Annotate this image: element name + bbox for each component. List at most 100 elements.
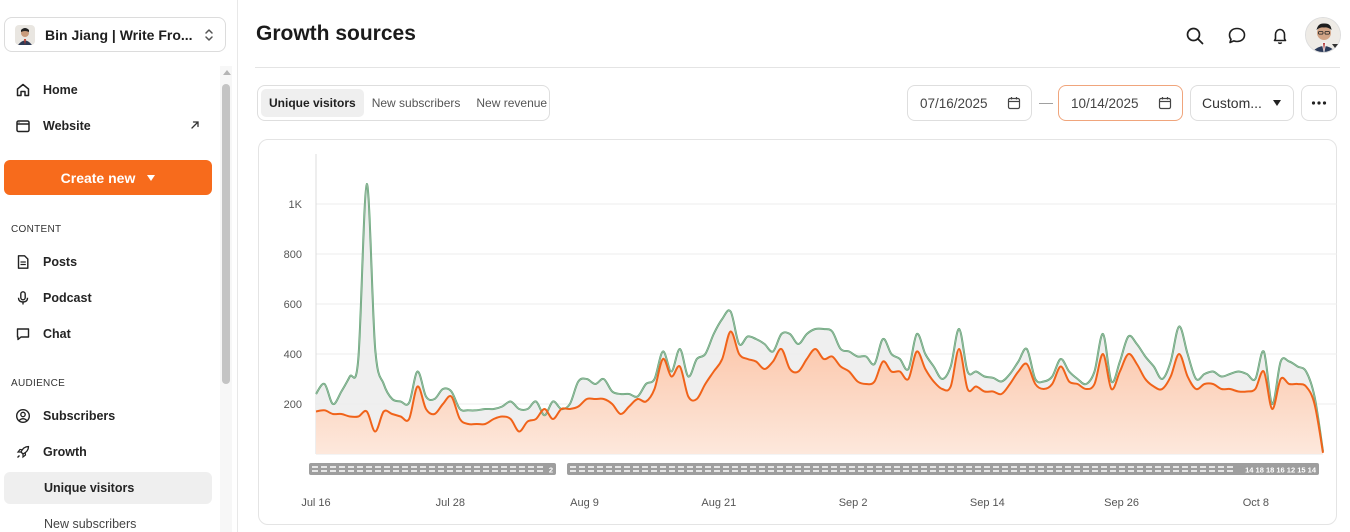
sidebar-item-growth[interactable]: Growth bbox=[4, 436, 212, 468]
annotation-marker bbox=[714, 470, 720, 472]
annotation-marker bbox=[447, 466, 453, 468]
sidebar-item-home[interactable]: Home bbox=[4, 74, 212, 106]
annotation-marker bbox=[885, 466, 891, 468]
publication-switcher[interactable]: Bin Jiang | Write Fro... bbox=[4, 17, 226, 52]
annotation-marker bbox=[1164, 466, 1170, 468]
sidebar-item-label: New subscribers bbox=[44, 517, 137, 531]
sidebar: Bin Jiang | Write Fro... Home Website Cr… bbox=[0, 0, 238, 532]
annotation-marker bbox=[633, 466, 639, 468]
annotation-marker bbox=[714, 466, 720, 468]
annotation-marker bbox=[840, 470, 846, 472]
annotation-marker bbox=[1074, 470, 1080, 472]
date-preset-select[interactable]: Custom... bbox=[1190, 85, 1294, 121]
sidebar-item-chat[interactable]: Chat bbox=[4, 318, 212, 350]
annotation-marker bbox=[921, 470, 927, 472]
growth-chart-card: 200 400 600 800 1K 2 14 18 18 16 12 15 14 Jul 1… bbox=[258, 139, 1337, 525]
annotation-marker bbox=[519, 466, 525, 468]
chat-bubble-icon bbox=[14, 325, 32, 343]
sidebar-item-label: Chat bbox=[43, 327, 71, 341]
annotation-marker bbox=[966, 470, 972, 472]
user-circle-icon bbox=[14, 407, 32, 425]
annotation-marker bbox=[420, 466, 426, 468]
annotation-marker bbox=[1200, 470, 1206, 472]
sidebar-item-label: Subscribers bbox=[43, 409, 116, 423]
annotation-label: 14 18 18 16 12 15 14 bbox=[1245, 466, 1317, 475]
annotation-marker bbox=[1209, 466, 1215, 468]
tab-new-revenue[interactable]: New revenue bbox=[476, 96, 548, 110]
annotation-marker bbox=[570, 470, 576, 472]
calendar-icon bbox=[1158, 97, 1172, 110]
y-tick-label: 1K bbox=[289, 199, 303, 211]
annotation-marker bbox=[750, 466, 756, 468]
growth-chart[interactable]: 200 400 600 800 1K 2 14 18 18 16 12 15 14 Jul 1… bbox=[259, 140, 1338, 526]
sidebar-item-unique-visitors[interactable]: Unique visitors bbox=[4, 472, 212, 504]
sidebar-item-podcast[interactable]: Podcast bbox=[4, 282, 212, 314]
annotation-marker bbox=[948, 466, 954, 468]
annotation-marker bbox=[606, 466, 612, 468]
page-title: Growth sources bbox=[256, 22, 416, 45]
publication-name: Bin Jiang | Write Fro... bbox=[45, 26, 193, 43]
annotation-marker bbox=[384, 466, 390, 468]
annotation-marker bbox=[687, 470, 693, 472]
sidebar-scrollbar-thumb[interactable] bbox=[222, 84, 230, 384]
tab-new-subscribers[interactable]: New subscribers bbox=[371, 96, 461, 110]
annotation-marker bbox=[1218, 466, 1224, 468]
sidebar-item-website[interactable]: Website bbox=[4, 110, 212, 142]
annotation-label: 2 bbox=[549, 466, 553, 475]
annotation-marker bbox=[1056, 466, 1062, 468]
total-visitors-line-highlight bbox=[315, 183, 1324, 452]
user-avatar[interactable] bbox=[1305, 17, 1341, 53]
annotation-marker bbox=[501, 466, 507, 468]
annotation-marker bbox=[1038, 466, 1044, 468]
annotation-marker bbox=[624, 466, 630, 468]
sidebar-item-subscribers[interactable]: Subscribers bbox=[4, 400, 212, 432]
annotation-marker bbox=[1182, 466, 1188, 468]
annotation-marker bbox=[993, 466, 999, 468]
tab-unique-visitors[interactable]: Unique visitors bbox=[261, 89, 364, 117]
sidebar-item-label: Website bbox=[43, 119, 91, 133]
annotation-marker bbox=[1155, 466, 1161, 468]
annotation-marker bbox=[1038, 470, 1044, 472]
sidebar-item-new-subscribers[interactable]: New subscribers bbox=[4, 508, 212, 532]
main-source-line bbox=[315, 330, 1324, 453]
annotation-marker bbox=[966, 466, 972, 468]
annotation-marker bbox=[822, 466, 828, 468]
annotation-marker bbox=[732, 466, 738, 468]
scroll-up-arrow-icon[interactable] bbox=[223, 70, 231, 75]
annotation-marker bbox=[813, 470, 819, 472]
annotation-marker bbox=[348, 466, 354, 468]
end-date-input[interactable]: 10/14/2025 bbox=[1058, 85, 1183, 121]
audience-section-heading: AUDIENCE bbox=[11, 378, 66, 389]
x-tick-label: Sep 2 bbox=[839, 497, 868, 509]
annotation-marker bbox=[528, 466, 534, 468]
y-tick-label: 400 bbox=[284, 349, 302, 361]
annotation-marker bbox=[741, 466, 747, 468]
annotation-marker bbox=[1047, 466, 1053, 468]
x-tick-label: Sep 26 bbox=[1104, 497, 1139, 509]
start-date-input[interactable]: 07/16/2025 bbox=[907, 85, 1032, 121]
annotation-marker bbox=[1092, 466, 1098, 468]
search-icon[interactable] bbox=[1184, 25, 1206, 47]
annotation-marker bbox=[930, 470, 936, 472]
main-source-area bbox=[316, 331, 1323, 454]
header-divider bbox=[255, 67, 1340, 68]
annotation-marker bbox=[1182, 470, 1188, 472]
annotation-marker bbox=[849, 470, 855, 472]
annotation-marker bbox=[795, 466, 801, 468]
annotation-marker bbox=[894, 470, 900, 472]
start-date-value: 07/16/2025 bbox=[920, 95, 988, 111]
more-options-button[interactable] bbox=[1301, 85, 1337, 121]
annotation-marker bbox=[321, 470, 327, 472]
annotation-marker bbox=[483, 466, 489, 468]
annotation-marker bbox=[633, 470, 639, 472]
sidebar-item-posts[interactable]: Posts bbox=[4, 246, 212, 278]
x-tick-label: Oct 8 bbox=[1243, 497, 1269, 509]
bell-icon[interactable] bbox=[1269, 25, 1291, 47]
chat-icon[interactable] bbox=[1226, 25, 1248, 47]
annotation-marker bbox=[912, 466, 918, 468]
annotation-marker bbox=[948, 470, 954, 472]
calendar-icon bbox=[1007, 97, 1021, 110]
end-date-value: 10/14/2025 bbox=[1071, 95, 1139, 111]
annotation-marker bbox=[1146, 470, 1152, 472]
create-new-button[interactable]: Create new bbox=[4, 160, 212, 195]
